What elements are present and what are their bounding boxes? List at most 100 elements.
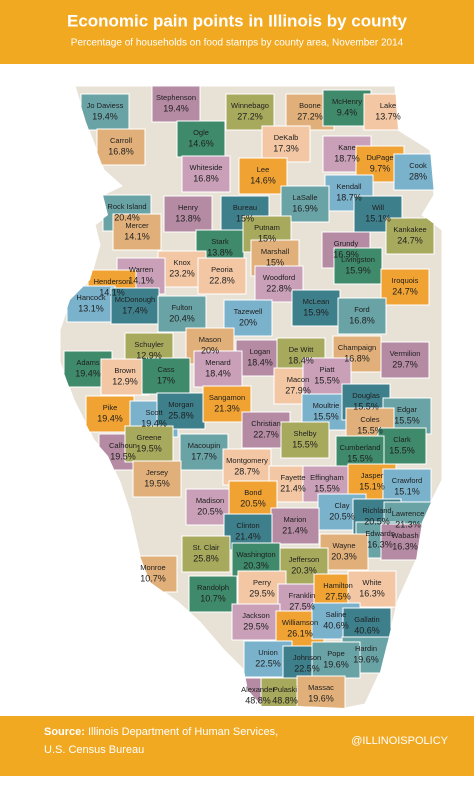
county-name: White <box>362 578 381 587</box>
county-name: Sangamon <box>209 393 245 402</box>
county <box>225 93 275 131</box>
county-name: Crawford <box>392 476 422 485</box>
county-name: Carroll <box>110 136 132 145</box>
county-value: 25.8% <box>168 410 194 420</box>
county-name: Cass <box>157 365 174 374</box>
county <box>141 357 191 395</box>
county <box>193 350 243 388</box>
county-value: 28% <box>409 171 427 181</box>
county-value: 10.7% <box>200 593 226 603</box>
county-name: Wabash <box>391 531 418 540</box>
county-name: Woodford <box>263 273 295 282</box>
county-name: Clay <box>334 501 349 510</box>
county-name: Marion <box>284 515 307 524</box>
county-name: Scott <box>145 408 163 417</box>
county-name: Alexander <box>241 685 275 694</box>
county-value: 17.7% <box>191 451 217 461</box>
county-value: 15.5% <box>394 415 420 425</box>
county <box>96 128 146 166</box>
county-value: 20.4% <box>114 212 140 222</box>
county-value: 13.8% <box>207 247 233 257</box>
county-value: 24.7% <box>392 286 418 296</box>
county-name: LaSalle <box>292 193 317 202</box>
county <box>296 675 346 708</box>
county-name: Coles <box>360 415 379 424</box>
county-name: Kane <box>338 143 356 152</box>
county-name: Lawrence <box>392 509 425 518</box>
county-name: Clinton <box>236 521 259 530</box>
county-value: 15.1% <box>359 481 385 491</box>
county-name: De Witt <box>289 345 315 354</box>
county-value: 16.9% <box>292 203 318 213</box>
county-name: Livingston <box>341 255 375 264</box>
county-value: 40.6% <box>323 620 349 630</box>
county-name: Rock Island <box>107 202 146 211</box>
county-name: Knox <box>173 258 190 267</box>
county-value: 15.5% <box>313 411 339 421</box>
source-label: Source: <box>44 726 85 738</box>
county-name: Pope <box>327 649 345 658</box>
county-value: 20.5% <box>329 511 355 521</box>
county-value: 15.5% <box>314 483 340 493</box>
county-value: 17% <box>157 375 175 385</box>
county-value: 20.3% <box>331 551 357 561</box>
county <box>280 421 330 459</box>
county-name: Henry <box>178 203 198 212</box>
county <box>270 507 320 545</box>
county-name: Williamson <box>282 618 318 627</box>
county-name: St. Clair <box>193 543 220 552</box>
footer-band <box>0 716 474 776</box>
county-name: Fayette <box>280 473 305 482</box>
county-name: Mercer <box>125 221 149 230</box>
subtitle: Percentage of households on food stamps … <box>71 38 404 49</box>
county-value: 13.1% <box>78 303 104 313</box>
county-value: 25.8% <box>193 553 219 563</box>
county-value: 16.8% <box>108 146 134 156</box>
county-name: Warren <box>129 265 153 274</box>
county-name: Effingham <box>310 473 344 482</box>
county-name: Fulton <box>172 303 193 312</box>
county-name: Massac <box>308 683 334 692</box>
county-value: 19.6% <box>353 654 379 664</box>
county-value: 15.5% <box>353 401 379 411</box>
county-name: Johnson <box>293 653 321 662</box>
county-value: 15.5% <box>357 425 383 435</box>
county-value: 19.4% <box>75 368 101 378</box>
county <box>188 575 238 613</box>
county-name: Edgar <box>397 405 418 414</box>
county-value: 16.8% <box>349 315 375 325</box>
county-value: 27.5% <box>289 601 315 611</box>
county-name: Franklin <box>289 591 316 600</box>
county-value: 16.3% <box>359 588 385 598</box>
county-value: 14.6% <box>250 175 276 185</box>
county-value: 22.8% <box>266 283 292 293</box>
county <box>176 120 226 158</box>
county-name: Brown <box>114 366 135 375</box>
county-name: Stephenson <box>156 93 196 102</box>
county <box>112 213 162 251</box>
header-band <box>0 0 474 64</box>
county-value: 14.1% <box>99 287 125 297</box>
county <box>110 287 160 325</box>
county-name: Piatt <box>319 365 335 374</box>
county-name: Logan <box>250 347 271 356</box>
county-value: 19.4% <box>163 103 189 113</box>
county-value: 22.7% <box>253 429 279 439</box>
county-value: 17.4% <box>122 305 148 315</box>
county-name: Whiteside <box>190 163 223 172</box>
title: Economic pain points in Illinois by coun… <box>67 11 408 30</box>
county-value: 40.6% <box>354 625 380 635</box>
county <box>333 247 383 285</box>
county-value: 18.7% <box>336 192 362 202</box>
county-name: Pike <box>103 403 118 412</box>
county-value: 15.5% <box>347 453 373 463</box>
county-name: Macon <box>287 375 310 384</box>
source-line: U.S. Census Bureau <box>44 744 144 756</box>
county-value: 15.1% <box>365 213 391 223</box>
county-name: Putnam <box>254 223 280 232</box>
county-value: 19.6% <box>323 659 349 669</box>
county-value: 12.9% <box>112 376 138 386</box>
county <box>197 257 247 295</box>
county-name: Richland <box>362 506 391 515</box>
